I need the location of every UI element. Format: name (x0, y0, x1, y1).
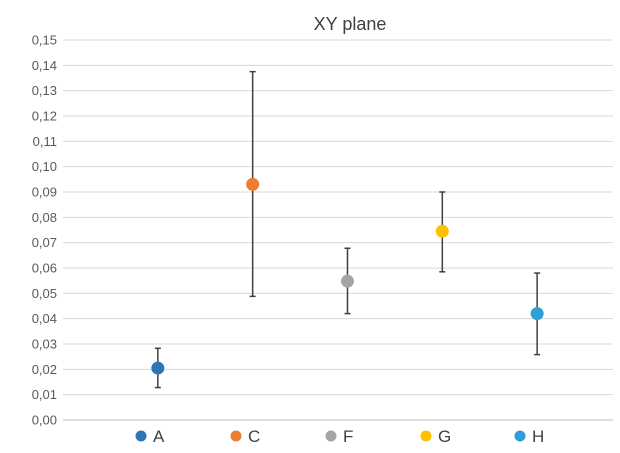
data-point-a (151, 361, 165, 375)
y-tick-label: 0,13 (32, 83, 57, 98)
y-tick-label: 0,07 (32, 235, 57, 250)
legend-label-h: H (532, 427, 544, 446)
legend-label-f: F (343, 427, 353, 446)
data-points (151, 177, 544, 375)
y-tick-label: 0,05 (32, 286, 57, 301)
y-tick-label: 0,02 (32, 362, 57, 377)
y-tick-label: 0,08 (32, 210, 57, 225)
y-tick-label: 0,11 (33, 134, 57, 149)
gridlines (63, 39, 613, 421)
y-tick-label: 0,10 (32, 159, 57, 174)
y-tick-label: 0,15 (32, 33, 57, 48)
y-tick-label: 0,01 (32, 387, 57, 402)
legend-label-g: G (438, 427, 451, 446)
y-axis-tick-labels: 0,00 0,01 0,02 0,03 0,04 0,05 0,06 0,07 0,08 0,09… (32, 33, 57, 428)
legend-label-a: A (153, 427, 165, 446)
legend-label-c: C (248, 427, 260, 446)
error-bars (154, 70, 541, 389)
legend-marker-h (514, 430, 526, 442)
data-point-c (246, 177, 260, 191)
data-point-g (435, 224, 449, 238)
data-point-f (340, 274, 354, 288)
legend-marker-c (230, 430, 242, 442)
y-tick-label: 0,14 (32, 58, 57, 73)
y-tick-label: 0,00 (32, 413, 57, 428)
y-tick-label: 0,04 (32, 311, 57, 326)
legend-marker-f (325, 430, 337, 442)
y-tick-label: 0,06 (32, 261, 57, 276)
data-point-h (530, 307, 544, 321)
y-tick-label: 0,09 (32, 185, 57, 200)
y-tick-label: 0,03 (32, 337, 57, 352)
legend-marker-g (420, 430, 432, 442)
chart-title: XY plane (314, 14, 387, 34)
y-tick-label: 0,12 (32, 109, 57, 124)
legend-marker-a (135, 430, 147, 442)
